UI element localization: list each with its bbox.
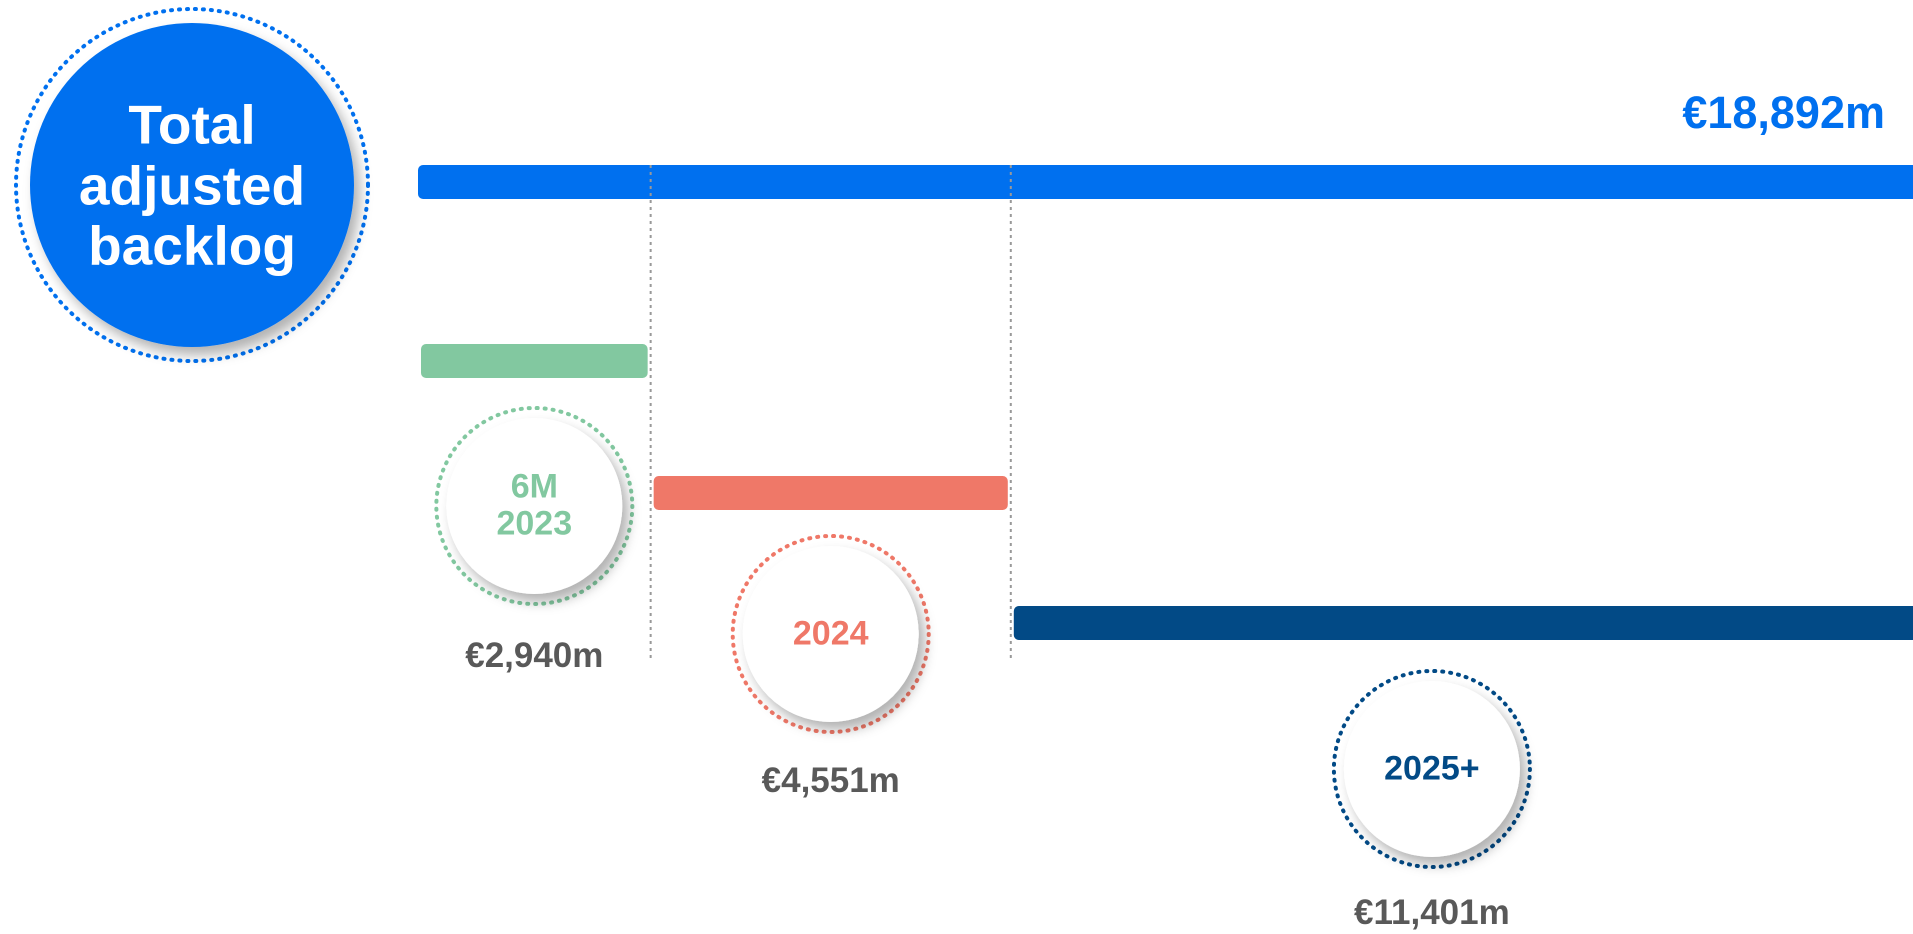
value-label: €11,401m: [1354, 892, 1510, 932]
category-label: 2025+: [1384, 749, 1480, 788]
total-bar: [418, 165, 1913, 199]
category-ring: [434, 406, 635, 606]
chart-title: Total adjusted backlog: [78, 93, 306, 277]
total-label: €18,892m: [1682, 87, 1885, 138]
title-circle: [30, 23, 354, 347]
value-label: €2,940m: [465, 635, 604, 675]
category-label: 2024: [792, 614, 869, 653]
title-ring: [14, 7, 370, 363]
segment-bar: [1013, 606, 1913, 640]
segment-bar: [653, 476, 1008, 510]
category-ring: [1331, 669, 1532, 869]
segment-bar: [421, 344, 648, 378]
value-label: €4,551m: [761, 760, 900, 800]
category-circle: [1343, 681, 1520, 857]
category-circle: [446, 418, 623, 594]
category-circle: [742, 546, 919, 722]
category-label: 6M 2023: [496, 467, 573, 543]
category-ring: [730, 534, 931, 734]
